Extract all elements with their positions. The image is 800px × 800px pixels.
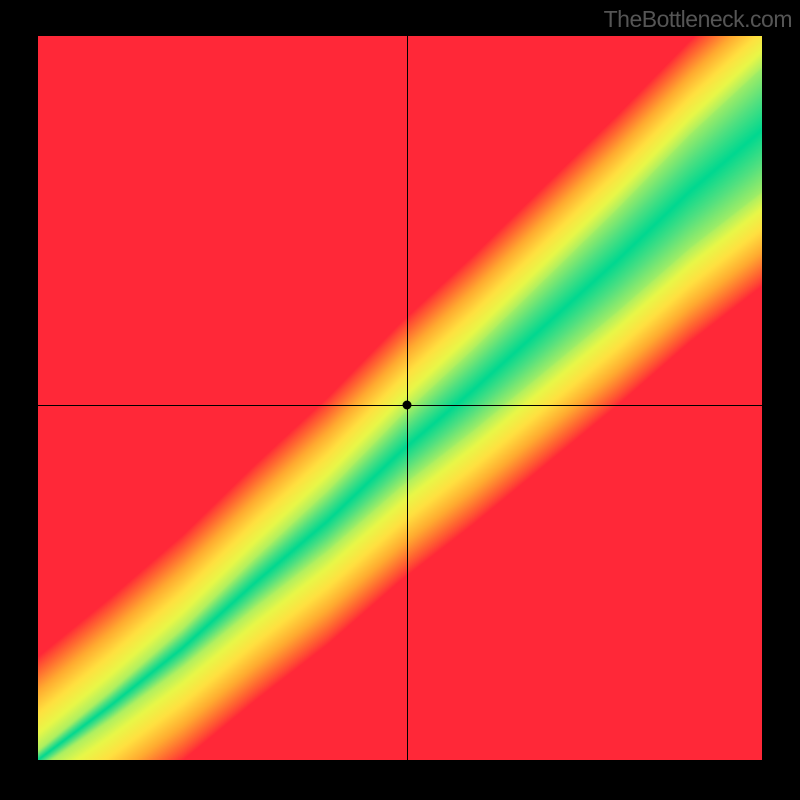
heatmap-canvas bbox=[38, 36, 762, 760]
crosshair-horizontal bbox=[38, 405, 762, 406]
watermark-text: TheBottleneck.com bbox=[604, 6, 792, 33]
heatmap-plot bbox=[38, 36, 762, 760]
crosshair-vertical bbox=[407, 36, 408, 760]
crosshair-marker bbox=[402, 400, 411, 409]
